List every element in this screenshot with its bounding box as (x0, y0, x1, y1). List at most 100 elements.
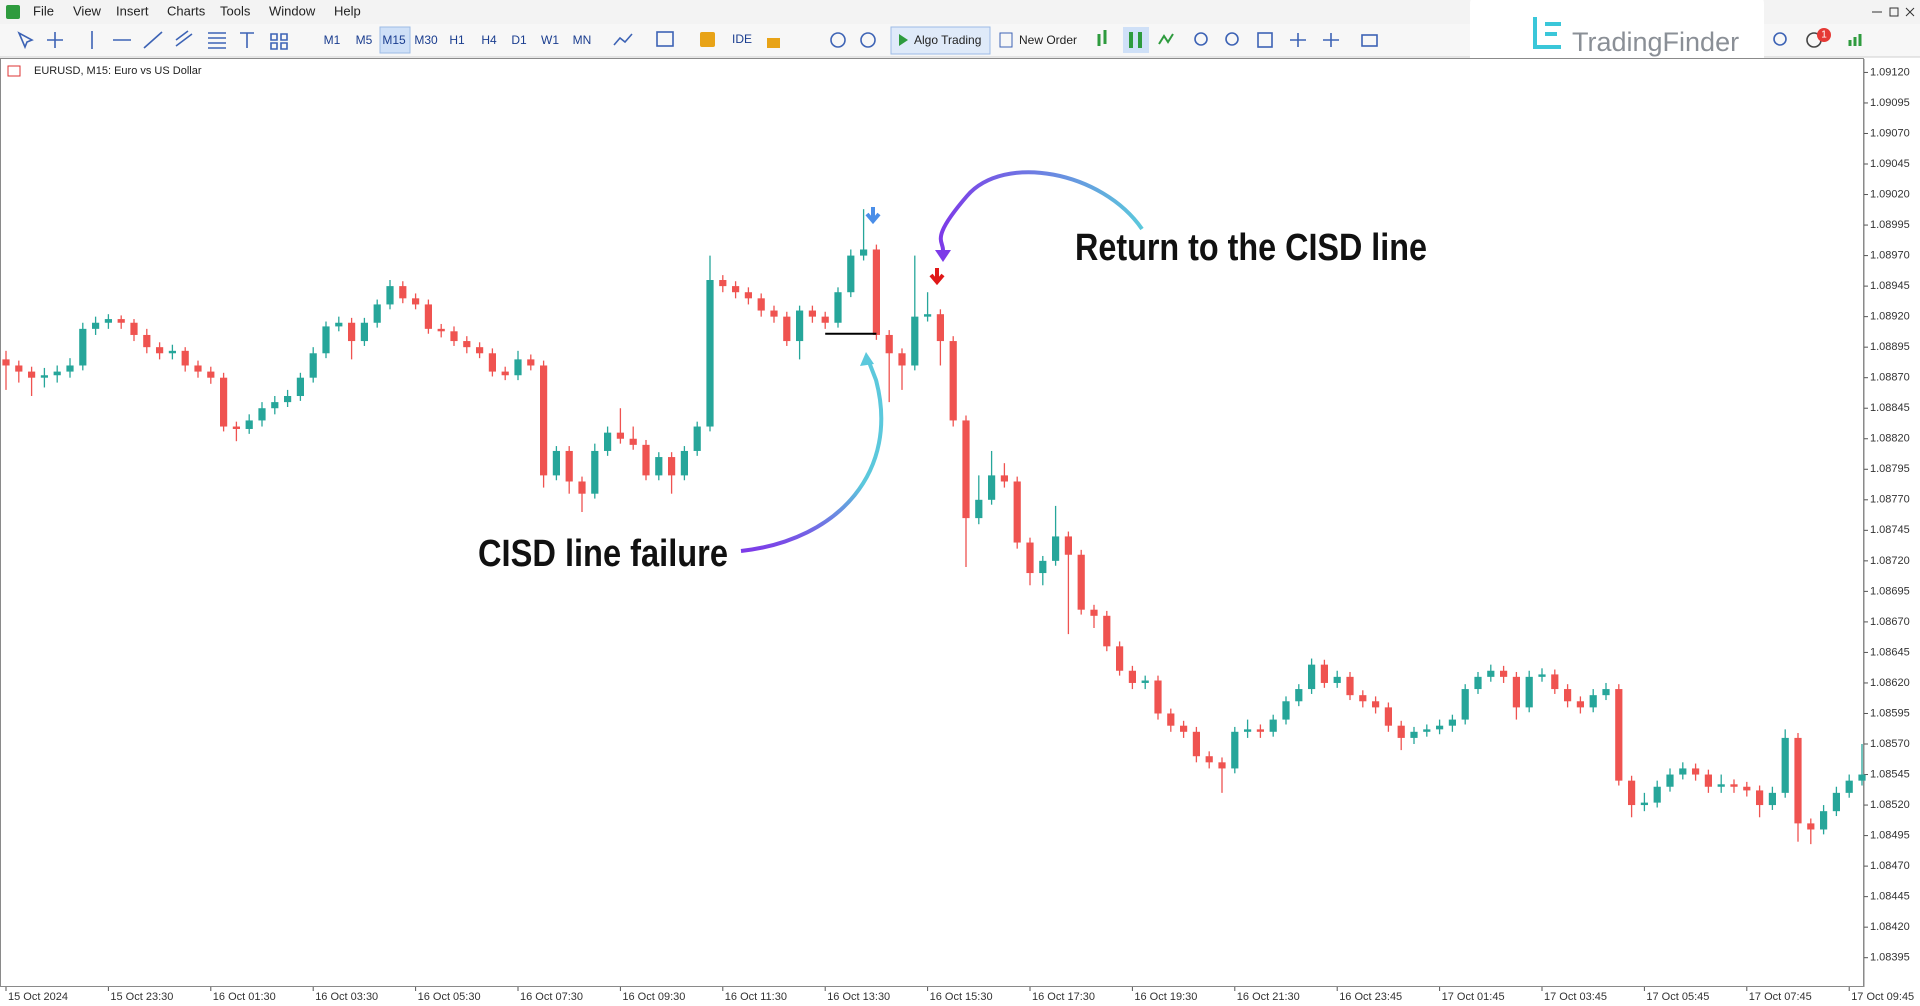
bar-chart[interactable] (1097, 30, 1107, 46)
market[interactable] (700, 32, 715, 47)
chart-shift[interactable] (1323, 33, 1339, 47)
x-tick-label: 17 Oct 01:45 (1442, 991, 1505, 1003)
timeframe-button[interactable]: W1 (541, 33, 559, 47)
candle-body (898, 353, 906, 366)
menu-item[interactable]: Window (269, 3, 316, 18)
zoom-out[interactable] (1225, 32, 1239, 46)
candle-body (1154, 680, 1162, 714)
candle-body (130, 322, 138, 335)
y-tick-label: 1.08545 (1870, 768, 1910, 780)
candle-body (1282, 701, 1290, 720)
candle-body (232, 426, 240, 429)
new-order-label[interactable]: New Order (1019, 33, 1077, 47)
fibo-tool[interactable] (208, 32, 226, 49)
shapes-tool[interactable] (270, 33, 288, 50)
y-tick-label: 1.08820 (1870, 433, 1910, 445)
candle-body (1410, 731, 1418, 738)
timeframe-button[interactable]: M15 (382, 33, 406, 47)
timeframe-button[interactable]: M1 (324, 33, 341, 47)
x-tick-label: 16 Oct 23:45 (1339, 991, 1402, 1003)
menu-item[interactable]: Charts (167, 3, 206, 18)
y-tick-label: 1.08845 (1870, 402, 1910, 414)
trendline-tool[interactable] (143, 31, 163, 49)
candle-body (911, 316, 919, 366)
candle-body (245, 420, 253, 429)
window-controls[interactable] (1872, 7, 1915, 17)
vps[interactable] (860, 32, 876, 48)
candle-body (1320, 664, 1328, 683)
cloud[interactable] (830, 32, 846, 48)
y-tick-label: 1.08795 (1870, 463, 1910, 475)
failure-arrow (740, 361, 884, 553)
search[interactable] (1773, 32, 1787, 46)
timeframe-button[interactable]: MN (573, 33, 592, 47)
candle-body (1308, 664, 1316, 690)
menu-item[interactable]: Tools (220, 3, 251, 18)
tile[interactable] (1257, 32, 1273, 48)
text-tool[interactable] (240, 32, 254, 48)
screenshot[interactable] (1361, 34, 1378, 47)
templates[interactable] (656, 31, 674, 47)
algo-trading-button[interactable] (890, 26, 991, 55)
candle-body (1512, 676, 1520, 708)
candle-body (1333, 676, 1341, 683)
drawing-tools[interactable] (17, 30, 288, 50)
candle-body (1474, 676, 1482, 690)
candle-body (386, 286, 394, 305)
timeframe-button[interactable]: M30 (414, 33, 438, 47)
ide-button[interactable]: IDE (732, 32, 752, 46)
x-tick-label: 16 Oct 15:30 (930, 991, 993, 1003)
timeframe-button[interactable]: H4 (481, 33, 497, 47)
autoscroll[interactable] (1290, 33, 1306, 47)
active-chart-mode (1123, 27, 1149, 53)
candle-body (1244, 729, 1252, 732)
candle-body (1640, 802, 1648, 806)
candle-body (552, 450, 560, 476)
notification-badge (1817, 28, 1831, 42)
failure-arrow-head (860, 352, 874, 366)
x-tick-label: 15 Oct 2024 (8, 991, 68, 1003)
candle-body (284, 396, 292, 403)
channel-tool[interactable] (175, 30, 193, 47)
timeframe-button[interactable]: M5 (356, 33, 373, 47)
candle-body (194, 365, 202, 372)
candle-body (872, 249, 880, 335)
view-tools[interactable] (1097, 30, 1378, 48)
y-tick-label: 1.09120 (1870, 66, 1910, 78)
candle-body (1103, 615, 1111, 647)
y-tick-label: 1.08895 (1870, 341, 1910, 353)
chart-tools[interactable] (613, 31, 876, 48)
candle-body (668, 457, 676, 476)
y-tick-label: 1.08870 (1870, 372, 1910, 384)
candle-body (936, 314, 944, 342)
menu-item[interactable]: View (73, 3, 102, 18)
crosshair-tool[interactable] (47, 32, 63, 48)
candle-chart[interactable] (1129, 32, 1142, 48)
y-tick-label: 1.08445 (1870, 891, 1910, 903)
candle-body (1128, 670, 1136, 683)
y-tick-label: 1.08520 (1870, 799, 1910, 811)
candle-body (783, 316, 791, 342)
chart-type[interactable] (613, 33, 633, 46)
candle-body (962, 420, 970, 519)
timeframe-button[interactable]: H1 (449, 33, 465, 47)
y-tick-label: 1.08945 (1870, 280, 1910, 292)
cursor-tool[interactable] (17, 31, 34, 50)
y-tick-label: 1.08595 (1870, 707, 1910, 719)
menu-item[interactable]: Help (334, 3, 361, 18)
menu-item[interactable]: File (33, 3, 54, 18)
candle-body (1269, 719, 1277, 732)
menu-item[interactable]: Insert (116, 3, 149, 18)
candle-body (168, 350, 176, 354)
zoom-in[interactable] (1194, 32, 1208, 46)
notification-count: 1 (1821, 30, 1827, 41)
y-tick-label: 1.08920 (1870, 311, 1910, 323)
x-tick-label: 16 Oct 07:30 (520, 991, 583, 1003)
algo-trading-label[interactable]: Algo Trading (914, 33, 981, 47)
timeframe-button[interactable]: D1 (511, 33, 527, 47)
lock[interactable] (767, 38, 780, 48)
candle-body (1500, 670, 1508, 677)
line-chart[interactable] (1158, 33, 1174, 45)
candle-body (1704, 774, 1712, 787)
candle-body (808, 310, 816, 317)
